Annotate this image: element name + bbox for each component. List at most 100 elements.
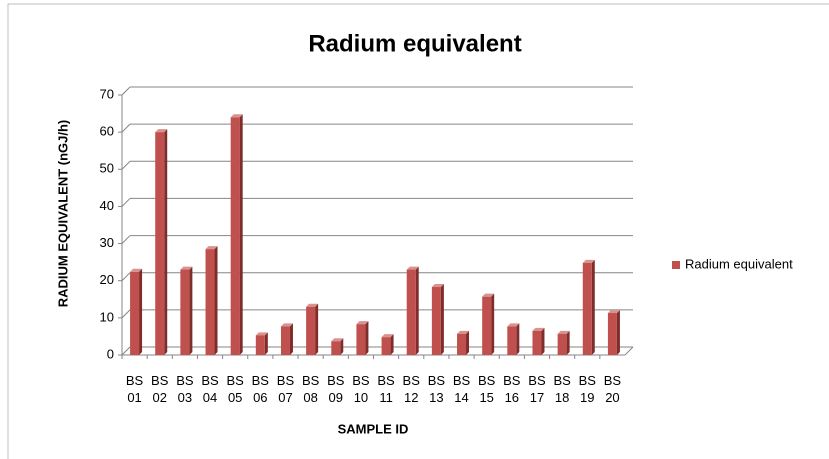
bar-face [541,327,545,355]
bar-face [180,266,193,270]
bar-face [306,306,316,355]
y-tick-label: 30 [100,235,114,250]
bar-face [130,268,143,272]
bar-face [130,271,140,355]
bar-face [557,330,570,334]
bar-face [440,284,444,355]
y-tick-label: 40 [100,198,114,213]
bar-face [616,310,620,355]
bar-face [230,117,240,356]
grid-line [121,86,131,96]
x-tick-label: BS 05 [226,373,244,405]
x-tick-label: BS 10 [352,373,370,405]
chart-title: Radium equivalent [308,30,521,57]
y-tick-label: 70 [100,86,114,101]
x-tick-label: BS 12 [402,373,420,405]
bar-face [482,296,492,355]
bar-face [406,269,416,355]
legend-label: Radium equivalent [685,256,793,271]
bar-face [239,114,243,356]
x-tick-label: BS 11 [377,373,395,405]
bar [532,327,545,355]
bar-face [566,330,570,355]
bar-face [381,337,391,355]
x-tick-label: BS 09 [327,373,345,405]
y-axis-label: RADIUM EQUIVALENT (nGJ/h) [55,119,71,308]
bar-face [507,323,520,327]
x-tick-label: BS 17 [528,373,546,405]
bar [280,323,293,355]
bar [507,323,520,355]
bar-face [415,266,419,355]
y-tick-label: 0 [107,346,114,361]
grid-line [121,272,131,282]
bar-face [582,259,595,263]
bar-face [139,268,143,355]
bar-face [607,310,620,314]
bar-face [381,334,394,338]
bar-face [306,303,319,307]
x-tick-label: BS 16 [503,373,521,405]
bar-face [205,249,215,355]
x-tick-label: BS 04 [201,373,219,405]
bar-face [331,341,341,355]
bar [406,266,419,355]
grid-line [121,309,131,319]
y-tick-label: 20 [100,272,114,287]
x-tick-label: BS 08 [301,373,320,405]
bar-face [255,332,268,336]
bar [155,129,168,355]
bar-face [457,330,470,334]
x-tick-label: BS 03 [176,373,194,405]
grid-line [121,346,131,356]
bar-face [491,293,495,355]
x-tick-label: BS 14 [452,373,471,405]
bar-face [507,326,517,355]
bar-face [205,246,218,250]
chart-border [7,3,829,459]
bar-face [356,321,369,325]
bar-face [482,293,495,297]
bar-face [457,333,467,355]
bar [331,338,344,355]
bar [180,266,193,355]
x-tick-label: BS 07 [276,373,295,405]
bar-face [532,330,542,355]
bar [582,259,595,355]
x-tick-label: BS 06 [251,373,269,405]
bar [482,293,495,355]
bar-face [356,324,366,355]
bar-face [390,334,394,355]
bar-face [230,114,243,118]
x-tick-label: BS 02 [151,373,169,405]
bar-face [582,262,592,355]
bar [205,246,218,355]
bar-face [431,284,444,288]
grid-line [121,123,131,133]
grid-line [121,198,131,207]
x-tick-label: BS 19 [578,373,596,405]
bar [130,268,143,355]
x-tick-label: BS 01 [125,373,144,405]
x-tick-label: BS 15 [478,373,496,405]
axis-line [624,346,634,356]
bar [356,321,369,355]
bar-face [155,129,168,133]
bar-face [264,332,268,355]
bar-face [365,321,369,355]
bar [230,114,243,356]
bar-face [155,132,165,355]
x-axis-label: SAMPLE ID [338,421,409,436]
x-tick-label: BS 20 [603,373,622,405]
bar-face [280,323,293,327]
bar [457,330,470,355]
legend-swatch [672,261,680,269]
bar-face [532,327,545,331]
x-tick-label: BS 13 [427,373,446,405]
bar-face [607,313,617,355]
bar-face [315,303,319,355]
bar [431,284,444,355]
bar-face [180,269,190,355]
